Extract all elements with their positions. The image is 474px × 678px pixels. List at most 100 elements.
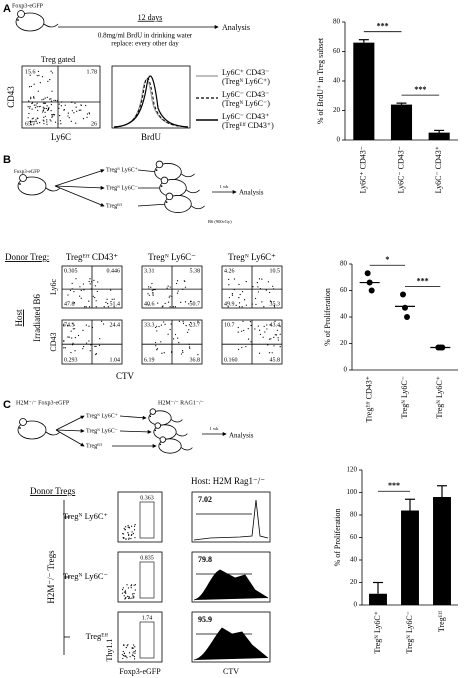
quadrant-value: 15.6 [25, 69, 36, 75]
facs-event [30, 97, 32, 100]
facs-event [60, 105, 62, 107]
gate-value: 0.835 [140, 555, 154, 561]
facs-event [247, 338, 250, 340]
quadrant-value: 50.7 [190, 301, 201, 307]
facs-event [267, 281, 269, 283]
facs-event [42, 106, 44, 108]
facs-event [49, 98, 51, 100]
subset-label: Tregᴺ Ly6C⁺ [86, 412, 118, 419]
mouse-icon [175, 433, 188, 437]
facs-event [124, 591, 127, 593]
facs-event [241, 346, 243, 349]
histogram-plot [191, 491, 271, 543]
facs-event [264, 331, 266, 333]
quadrant-value: 36.8 [190, 357, 201, 363]
facs-event [31, 121, 33, 123]
facs-event [173, 338, 175, 340]
quadrant-value: 24.4 [110, 322, 121, 328]
facs-event [76, 110, 78, 112]
facs-event [83, 289, 85, 291]
interval: 1 wk [220, 184, 230, 189]
facs-event [30, 123, 32, 125]
facs-event [127, 526, 129, 528]
facs-event [125, 646, 127, 649]
facs-event [169, 328, 171, 331]
facs-event [175, 282, 178, 285]
facs-event [279, 333, 281, 335]
facs-event [250, 341, 252, 343]
facs-event [122, 650, 124, 653]
facs-event [133, 525, 136, 527]
mouse-icon [181, 173, 195, 178]
facs-event [134, 652, 136, 654]
facs-event [184, 301, 187, 303]
facs-event [99, 338, 101, 340]
facs-event [152, 294, 154, 296]
facs-event [43, 123, 45, 125]
y-tick-label: 20 [350, 578, 358, 586]
facs-event [268, 352, 271, 354]
facs-event [131, 593, 134, 595]
y-tick-label: 80 [340, 260, 348, 268]
facs-event [95, 354, 97, 356]
facs-event [152, 289, 155, 291]
interval: 1 wk [210, 426, 220, 431]
facs-event [270, 301, 273, 303]
mouse-icon [45, 431, 61, 436]
facs-event [180, 301, 182, 303]
facs-event [92, 295, 94, 297]
facs-event [128, 534, 130, 536]
proliferation-value: 95.9 [198, 615, 212, 624]
facs-event [27, 106, 29, 108]
facs-event [88, 340, 90, 342]
group-label: H2M⁻/⁻ Tregs [46, 550, 56, 604]
facs-event [160, 324, 163, 326]
quadrant-value: 49.9 [224, 301, 235, 307]
histogram-trace [113, 79, 189, 128]
facs-event [38, 74, 40, 77]
facs-event [132, 652, 134, 654]
facs-event [151, 282, 153, 285]
facs-event [184, 280, 186, 283]
facs-event [80, 289, 82, 292]
facs-event [94, 297, 96, 299]
arrow [55, 415, 85, 431]
x-tick-label: Tregᴺ Ly6C⁻ [400, 376, 409, 419]
facs-event [125, 592, 127, 594]
facs-event [82, 348, 84, 350]
facs-event [71, 344, 74, 346]
facs-event [106, 298, 108, 300]
facs-event [238, 348, 240, 350]
mouse-icon [159, 443, 162, 446]
facs-event [67, 325, 69, 327]
facs-event [150, 286, 152, 288]
facs-event [228, 284, 230, 286]
facs-event [242, 320, 244, 322]
facs-event [28, 100, 30, 102]
legend-label: Ly6C⁻ CD43⁺ [222, 112, 269, 121]
facs-event [127, 524, 129, 527]
facs-event [33, 97, 35, 99]
facs-event [269, 291, 271, 294]
facs-event [124, 655, 126, 657]
facs-event [131, 597, 133, 599]
facs-event [167, 285, 169, 287]
quadrant-value: 35.3 [270, 301, 281, 307]
facs-event [152, 291, 154, 294]
facs-event [128, 537, 130, 539]
facs-event [177, 290, 179, 292]
facs-event [268, 338, 271, 340]
facs-event [233, 288, 235, 291]
facs-event [43, 116, 45, 118]
facs-event [122, 587, 124, 589]
subset-label: Tregᴺ Ly6C⁺ [106, 166, 138, 173]
facs-event [245, 281, 247, 283]
mouse-icon [154, 422, 161, 429]
x-tick-label: Ly6C⁻ CD43⁻ [396, 146, 405, 193]
facs-event [71, 337, 73, 339]
panel-letter: A [3, 3, 11, 15]
bar [369, 593, 387, 605]
facs-event [275, 334, 278, 336]
facs-event [58, 103, 60, 105]
gate-value: 1.74 [142, 615, 153, 621]
